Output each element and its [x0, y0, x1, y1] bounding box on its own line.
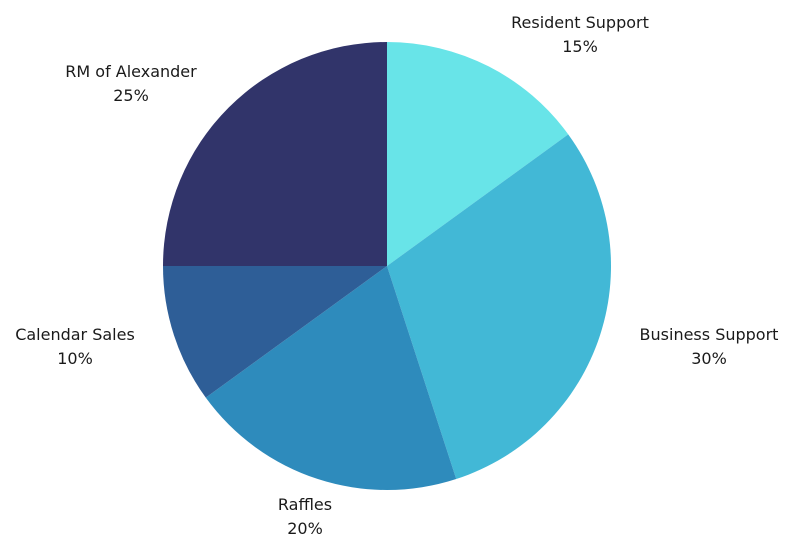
pie-slice-rm-of-alexander	[163, 42, 387, 266]
slice-label-rm-of-alexander: RM of Alexander	[65, 62, 197, 81]
pie-slice-raffles	[205, 266, 457, 491]
pie-slices	[163, 42, 611, 491]
slice-label-raffles: Raffles	[278, 495, 332, 514]
slice-label-calendar-sales: Calendar Sales	[15, 325, 135, 344]
slice-value-calendar-sales: 10%	[57, 349, 93, 368]
slice-label-resident-support: Resident Support	[511, 13, 649, 32]
pie-slice-business-support	[387, 134, 611, 480]
slice-value-business-support: 30%	[691, 349, 727, 368]
slice-value-raffles: 20%	[287, 519, 323, 535]
pie-labels: Resident Support 15% Business Support 30% Ra…	[15, 13, 778, 535]
slice-value-rm-of-alexander: 25%	[113, 86, 149, 105]
pie-slice-calendar-sales	[163, 266, 387, 398]
pie-slice-resident-support	[387, 42, 569, 266]
slice-value-resident-support: 15%	[562, 37, 598, 56]
slice-label-business-support: Business Support	[640, 325, 779, 344]
